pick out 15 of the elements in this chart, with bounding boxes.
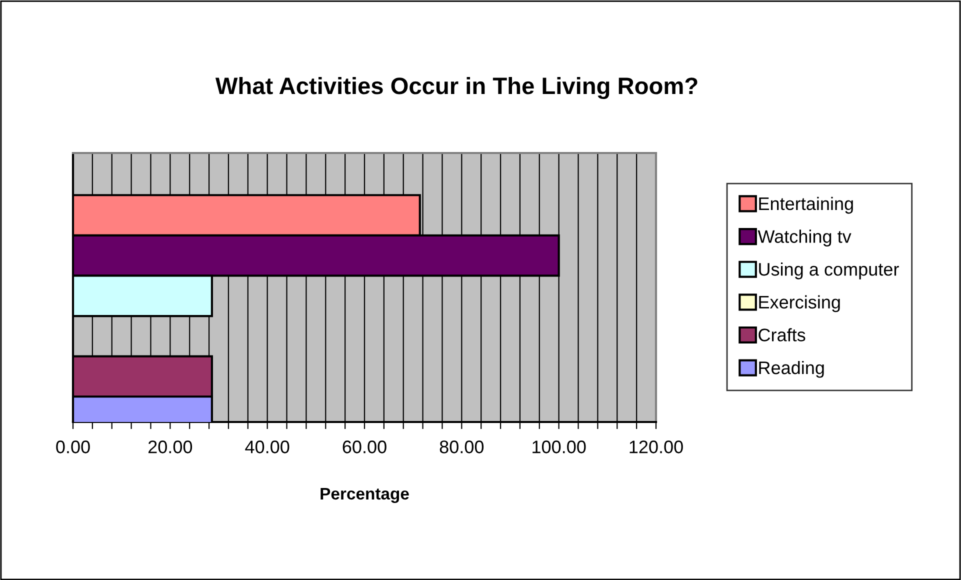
legend-label: Crafts	[758, 328, 806, 342]
x-tick-label: 100.00	[532, 440, 586, 454]
chart-title: What Activities Occur in The Living Room?	[215, 76, 698, 100]
x-axis-title: Percentage	[320, 488, 409, 503]
x-tick-label: 20.00	[148, 440, 192, 454]
x-tick-label: 0.00	[56, 440, 90, 454]
legend-label: Using a computer	[759, 262, 899, 280]
legend-label: Reading	[759, 360, 824, 378]
x-tick-label: 120.00	[630, 440, 683, 454]
legend-label: Watching tv	[758, 230, 852, 247]
x-tick-label: 40.00	[245, 440, 290, 454]
legend-label: Exercising	[759, 295, 840, 312]
x-tick-label: 60.00	[342, 440, 386, 454]
legend-label: Entertaining	[759, 196, 853, 214]
x-tick-label: 80.00	[440, 440, 484, 454]
